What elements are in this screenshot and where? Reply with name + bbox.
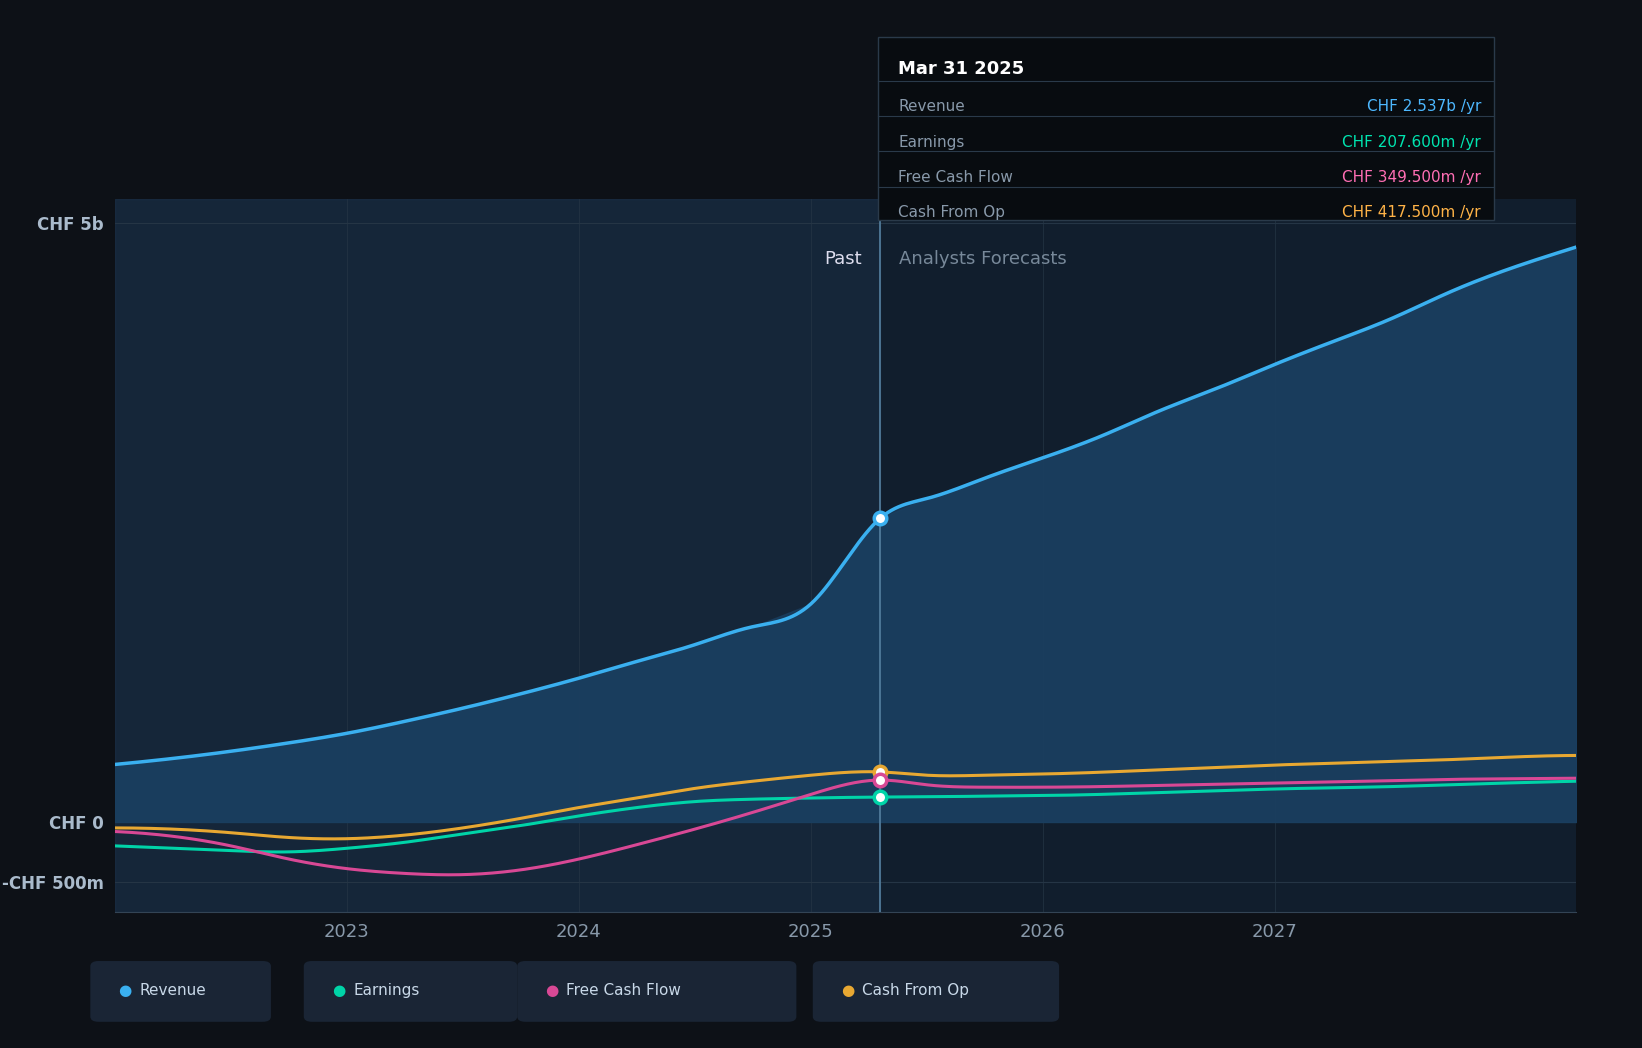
Text: Analysts Forecasts: Analysts Forecasts: [898, 250, 1067, 268]
Text: Past: Past: [824, 250, 862, 268]
Text: CHF 349.500m /yr: CHF 349.500m /yr: [1342, 170, 1481, 185]
Text: CHF 2.537b /yr: CHF 2.537b /yr: [1366, 100, 1481, 114]
Text: Revenue: Revenue: [898, 100, 965, 114]
Text: Cash From Op: Cash From Op: [898, 205, 1005, 220]
Text: Revenue: Revenue: [140, 983, 207, 998]
Text: ●: ●: [332, 983, 345, 998]
Text: ●: ●: [841, 983, 854, 998]
Text: ●: ●: [545, 983, 558, 998]
Text: Cash From Op: Cash From Op: [862, 983, 969, 998]
Text: CHF 417.500m /yr: CHF 417.500m /yr: [1343, 205, 1481, 220]
Text: Earnings: Earnings: [898, 134, 964, 150]
Text: Earnings: Earnings: [353, 983, 419, 998]
Bar: [115, 199, 880, 912]
Text: Mar 31 2025: Mar 31 2025: [898, 60, 1025, 78]
Text: CHF 207.600m /yr: CHF 207.600m /yr: [1342, 134, 1481, 150]
Text: ●: ●: [118, 983, 131, 998]
Text: Free Cash Flow: Free Cash Flow: [566, 983, 681, 998]
Text: Free Cash Flow: Free Cash Flow: [898, 170, 1013, 185]
